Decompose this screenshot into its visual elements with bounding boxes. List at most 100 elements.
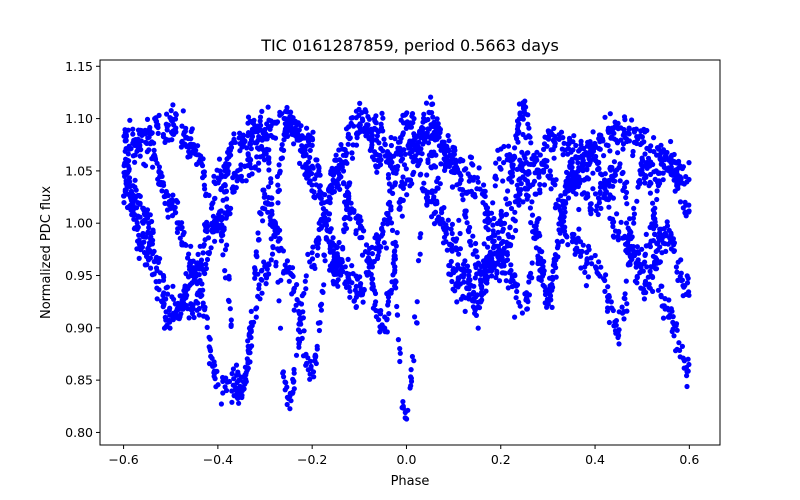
data-point bbox=[274, 173, 280, 180]
data-point bbox=[579, 248, 585, 255]
data-point bbox=[357, 235, 363, 241]
data-point bbox=[449, 221, 455, 227]
data-point bbox=[207, 336, 213, 342]
data-point bbox=[297, 160, 303, 166]
data-point bbox=[504, 257, 511, 263]
data-point bbox=[175, 315, 181, 321]
data-point bbox=[476, 165, 482, 171]
data-point bbox=[658, 155, 664, 161]
data-point bbox=[420, 141, 426, 147]
data-point bbox=[503, 278, 509, 284]
data-point bbox=[183, 288, 189, 294]
data-point bbox=[411, 358, 417, 364]
data-point bbox=[524, 150, 530, 156]
data-point bbox=[674, 269, 680, 275]
data-point bbox=[673, 264, 680, 270]
data-point bbox=[256, 286, 262, 292]
data-point bbox=[573, 142, 579, 149]
data-point bbox=[425, 157, 431, 163]
data-point bbox=[381, 136, 387, 142]
data-point bbox=[653, 248, 659, 255]
data-point bbox=[441, 156, 447, 162]
data-point bbox=[529, 199, 535, 205]
data-point bbox=[428, 94, 434, 100]
data-point bbox=[167, 312, 173, 318]
data-point bbox=[259, 277, 265, 283]
data-point bbox=[496, 156, 502, 162]
data-point bbox=[342, 264, 348, 270]
data-point bbox=[363, 109, 369, 115]
data-point bbox=[407, 138, 413, 144]
data-point bbox=[588, 255, 594, 261]
data-point bbox=[408, 367, 414, 373]
data-point bbox=[444, 247, 450, 253]
data-point bbox=[597, 189, 603, 195]
data-point bbox=[346, 196, 352, 202]
data-point bbox=[344, 270, 350, 276]
data-point bbox=[222, 384, 228, 390]
data-point bbox=[656, 146, 662, 152]
data-point bbox=[679, 343, 686, 349]
data-point bbox=[390, 170, 397, 176]
data-point bbox=[163, 309, 169, 315]
data-point bbox=[446, 262, 452, 269]
x-tick-label: −0.6 bbox=[108, 452, 138, 467]
data-point bbox=[490, 228, 496, 234]
data-point bbox=[434, 116, 440, 122]
data-point bbox=[178, 311, 184, 317]
data-point bbox=[420, 133, 426, 140]
data-point bbox=[450, 144, 456, 150]
data-point bbox=[151, 271, 157, 277]
data-point bbox=[144, 116, 151, 122]
data-point bbox=[592, 191, 599, 197]
data-point bbox=[438, 161, 444, 167]
data-point bbox=[456, 251, 462, 257]
data-point bbox=[491, 215, 497, 222]
data-point bbox=[291, 307, 297, 313]
data-point bbox=[211, 179, 217, 185]
data-point bbox=[531, 178, 538, 184]
data-point bbox=[228, 323, 234, 329]
data-point bbox=[631, 205, 637, 211]
data-point bbox=[355, 123, 362, 129]
data-point bbox=[635, 257, 641, 263]
data-point bbox=[595, 211, 601, 218]
data-point bbox=[212, 238, 218, 244]
data-point bbox=[224, 156, 230, 162]
data-point bbox=[378, 244, 384, 250]
data-point bbox=[605, 142, 611, 149]
data-point bbox=[302, 278, 308, 284]
data-point bbox=[411, 142, 417, 148]
data-point bbox=[585, 139, 591, 145]
data-point bbox=[501, 263, 507, 269]
data-point bbox=[615, 150, 621, 156]
data-point bbox=[565, 151, 571, 157]
data-point bbox=[507, 152, 513, 158]
data-point bbox=[449, 230, 455, 237]
data-point bbox=[170, 192, 176, 198]
data-point bbox=[272, 119, 278, 125]
data-point bbox=[270, 244, 276, 250]
data-point bbox=[673, 321, 680, 327]
data-point bbox=[669, 152, 675, 158]
data-point bbox=[470, 162, 476, 168]
data-point bbox=[127, 179, 133, 185]
data-point bbox=[505, 285, 511, 291]
data-point bbox=[357, 217, 363, 224]
data-point bbox=[247, 156, 253, 163]
data-point bbox=[269, 195, 275, 201]
data-point bbox=[610, 220, 616, 226]
data-point bbox=[458, 296, 464, 302]
data-point bbox=[629, 117, 635, 123]
data-point bbox=[226, 378, 233, 385]
data-point bbox=[220, 252, 226, 258]
data-point bbox=[306, 180, 312, 186]
data-point bbox=[434, 198, 440, 204]
data-point bbox=[317, 302, 324, 309]
data-point bbox=[344, 184, 350, 190]
y-axis-label: Normalized PDC flux bbox=[39, 186, 54, 319]
y-tick-label: 1.15 bbox=[65, 59, 93, 74]
data-point bbox=[590, 170, 596, 176]
data-point bbox=[196, 152, 202, 158]
data-point bbox=[533, 223, 539, 229]
